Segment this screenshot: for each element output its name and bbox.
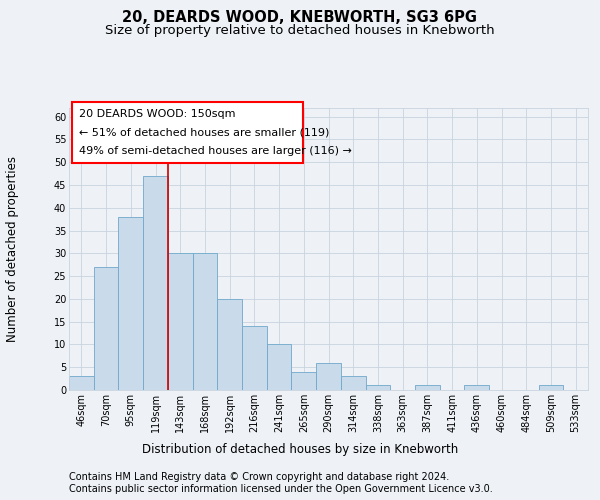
- Text: Contains public sector information licensed under the Open Government Licence v3: Contains public sector information licen…: [69, 484, 493, 494]
- Text: Number of detached properties: Number of detached properties: [6, 156, 19, 342]
- Bar: [316, 362, 341, 390]
- Bar: [365, 386, 390, 390]
- Bar: [415, 386, 440, 390]
- Bar: [539, 386, 563, 390]
- Text: Size of property relative to detached houses in Knebworth: Size of property relative to detached ho…: [105, 24, 495, 37]
- Bar: [118, 217, 143, 390]
- Bar: [292, 372, 316, 390]
- Bar: [69, 376, 94, 390]
- Bar: [168, 254, 193, 390]
- Bar: [267, 344, 292, 390]
- Text: 49% of semi-detached houses are larger (116) →: 49% of semi-detached houses are larger (…: [79, 146, 352, 156]
- Text: Distribution of detached houses by size in Knebworth: Distribution of detached houses by size …: [142, 442, 458, 456]
- Bar: [71, 102, 302, 162]
- Bar: [341, 376, 365, 390]
- Text: 20, DEARDS WOOD, KNEBWORTH, SG3 6PG: 20, DEARDS WOOD, KNEBWORTH, SG3 6PG: [122, 10, 478, 25]
- Text: ← 51% of detached houses are smaller (119): ← 51% of detached houses are smaller (11…: [79, 128, 330, 138]
- Bar: [94, 267, 118, 390]
- Bar: [464, 386, 489, 390]
- Bar: [217, 299, 242, 390]
- Text: Contains HM Land Registry data © Crown copyright and database right 2024.: Contains HM Land Registry data © Crown c…: [69, 472, 449, 482]
- Bar: [242, 326, 267, 390]
- Text: 20 DEARDS WOOD: 150sqm: 20 DEARDS WOOD: 150sqm: [79, 109, 236, 119]
- Bar: [193, 254, 217, 390]
- Bar: [143, 176, 168, 390]
